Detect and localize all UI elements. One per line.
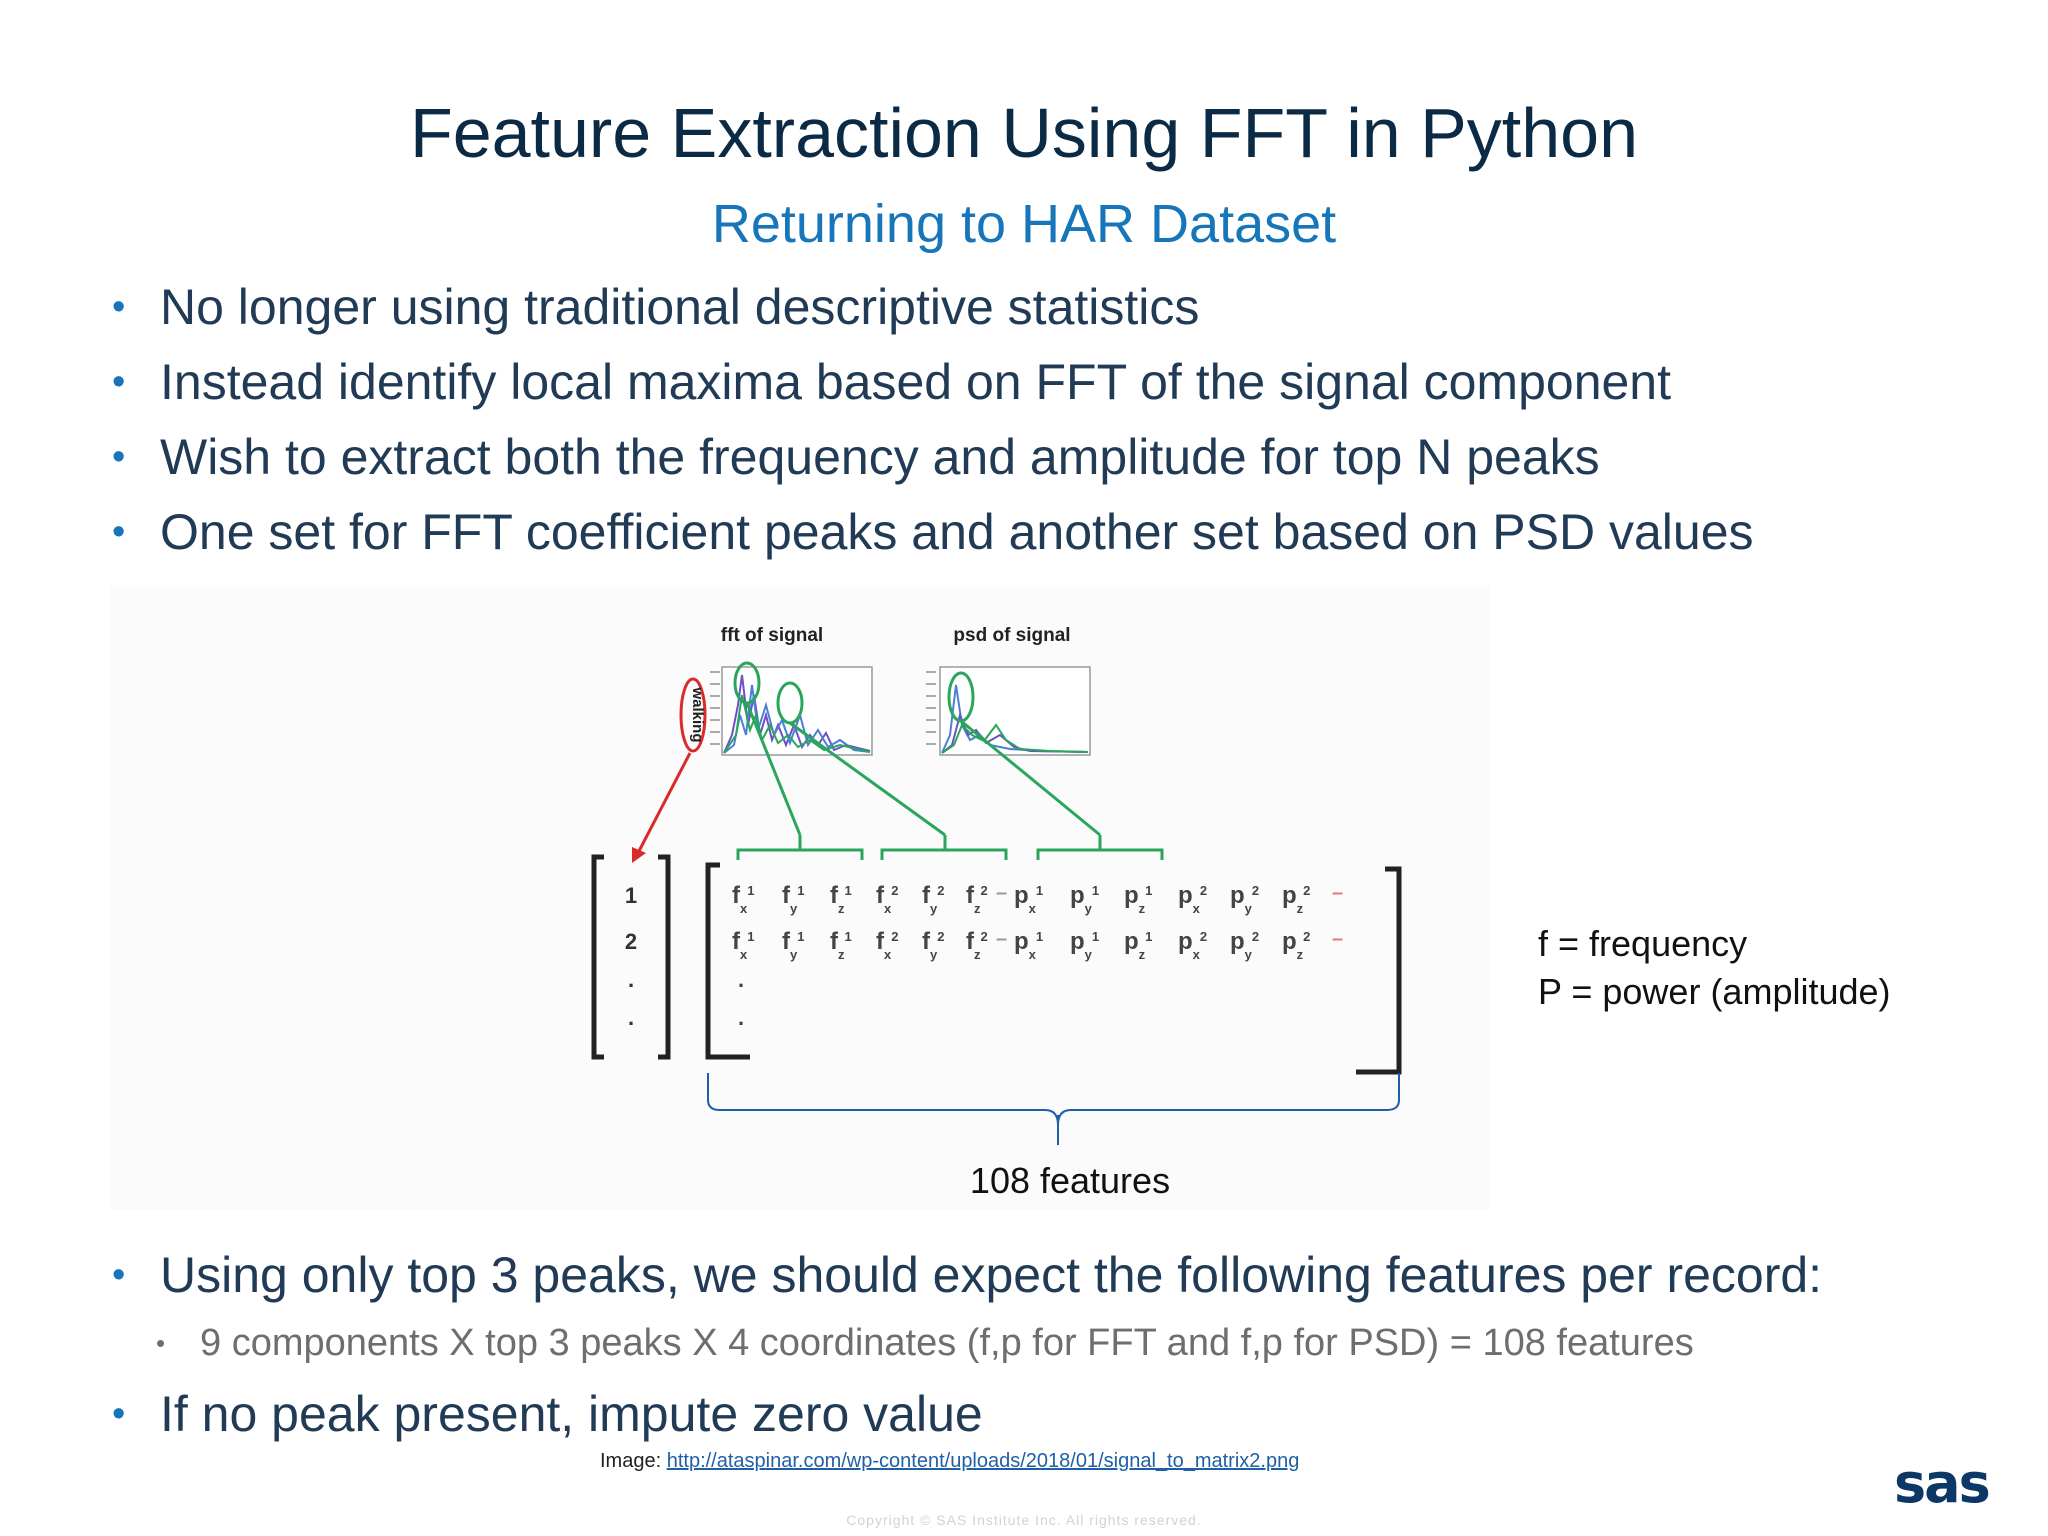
matrix-bracket-left <box>705 862 750 1060</box>
psd-peak-bracket <box>1036 848 1164 860</box>
matrix-ellipsis: . <box>738 967 744 992</box>
svg-text:fx1: fx1 <box>732 928 754 962</box>
svg-text:pz1: pz1 <box>1124 882 1152 916</box>
bullet-dot-icon: • <box>112 286 126 328</box>
bullet-dot-icon: • <box>112 361 126 403</box>
svg-text:px2: px2 <box>1178 928 1207 962</box>
fft-plot-frame <box>721 666 873 756</box>
legend-frequency: f = frequency <box>1538 923 1748 964</box>
svg-text:fy2: fy2 <box>922 928 944 962</box>
svg-text:–: – <box>996 882 1007 904</box>
psd-peak-connector <box>960 719 1101 837</box>
slide-subtitle: Returning to HAR Dataset <box>711 194 1337 254</box>
features-count-label: 108 features <box>969 1160 1171 1201</box>
row-label: 1 <box>625 883 637 908</box>
svg-text:fz1: fz1 <box>830 882 852 916</box>
svg-text:fy2: fy2 <box>922 882 944 916</box>
svg-text:fz1: fz1 <box>830 928 852 962</box>
bullet-dot-icon: • <box>112 1393 126 1435</box>
bullet-dot-icon: • <box>112 511 126 553</box>
bullet-text: No longer using traditional descriptive … <box>160 279 1200 335</box>
slide-title: Feature Extraction Using FFT in Python <box>409 94 1639 172</box>
bullet-text: If no peak present, impute zero value <box>160 1386 983 1442</box>
bullet-text: Using only top 3 peaks, we should expect… <box>160 1247 1823 1303</box>
bullet-text: Instead identify local maxima based on F… <box>160 354 1672 410</box>
bullet-list-bottom: • Using only top 3 peaks, we should expec… <box>112 1238 1992 1452</box>
svg-text:px1: px1 <box>1014 882 1043 916</box>
image-source-link[interactable]: http://ataspinar.com/wp-content/uploads/… <box>666 1450 1300 1472</box>
svg-text:fx2: fx2 <box>876 882 898 916</box>
svg-text:py1: py1 <box>1070 882 1099 916</box>
svg-text:py2: py2 <box>1230 928 1259 962</box>
fft-plot-ticks <box>710 671 720 745</box>
figure-legend: f = frequency P = power (amplitude) <box>1538 920 1891 1016</box>
svg-text:pz2: pz2 <box>1282 928 1310 962</box>
image-credit: Image: http://ataspinar.com/wp-content/u… <box>600 1450 1299 1473</box>
features-brace <box>707 1073 1400 1126</box>
activity-arrow-head-icon <box>632 847 646 863</box>
matrix-bracket-right <box>1356 866 1402 1075</box>
signal-to-matrix-figure: fft of signal psd of signal <box>110 585 1490 1210</box>
image-credit-prefix: Image: <box>600 1450 667 1472</box>
bullet-item: • No longer using traditional descriptive… <box>112 270 1992 345</box>
svg-text:py2: py2 <box>1230 882 1259 916</box>
figure-drawing: fft of signal psd of signal <box>591 625 1402 1145</box>
sas-logo-text: sas <box>1894 1452 1991 1515</box>
row-label: . <box>628 967 634 992</box>
svg-text:fx2: fx2 <box>876 928 898 962</box>
svg-text:fz2: fz2 <box>966 928 988 962</box>
bullet-item: • Using only top 3 peaks, we should expec… <box>112 1238 1992 1313</box>
svg-text:–: – <box>996 928 1007 950</box>
svg-text:pz1: pz1 <box>1124 928 1152 962</box>
psd-plot-ticks <box>926 671 936 745</box>
svg-text:fy1: fy1 <box>782 928 804 962</box>
bullet-item: • If no peak present, impute zero value <box>112 1377 1992 1452</box>
legend-power: P = power (amplitude) <box>1538 971 1891 1012</box>
fft-signal-x <box>723 674 871 754</box>
fft-peak1-connector <box>745 702 802 836</box>
svg-text:fx1: fx1 <box>732 882 754 916</box>
bullet-list-top: • No longer using traditional descriptive… <box>112 270 1992 570</box>
psd-plot-frame <box>939 666 1091 756</box>
sub-bullet-dot-icon: • <box>156 1328 166 1358</box>
matrix-row-2: fx1 fy1 fz1 fx2 fy2 fz2 – px1 py1 pz1 px… <box>732 928 1343 962</box>
fft-plot-title: fft of signal <box>721 625 823 646</box>
svg-text:–: – <box>1332 882 1343 904</box>
bullet-dot-icon: • <box>112 436 126 478</box>
label-vector-bracket-right <box>658 854 671 1060</box>
matrix-row-1: fx1 fy1 fz1 fx2 fy2 fz2 – px1 py1 pz1 px… <box>732 882 1343 916</box>
bullet-item: • One set for FFT coefficient peaks and a… <box>112 495 1992 570</box>
fft-peak2-bracket <box>880 848 1008 860</box>
bullet-text: Wish to extract both the frequency and a… <box>160 429 1600 485</box>
row-label: . <box>628 1005 634 1030</box>
svg-text:fy1: fy1 <box>782 882 804 916</box>
row-label: 2 <box>625 929 637 954</box>
fft-peak2-connector <box>789 721 946 837</box>
bullet-text: One set for FFT coefficient peaks and an… <box>160 504 1754 560</box>
sub-bullet-text: 9 components X top 3 peaks X 4 coordinat… <box>200 1322 1694 1364</box>
fft-peak1-bracket <box>736 848 864 860</box>
psd-signal-z <box>941 723 1089 754</box>
matrix-ellipsis: . <box>738 1005 744 1030</box>
svg-text:fz2: fz2 <box>966 882 988 916</box>
activity-label: walking <box>689 686 706 742</box>
copyright-footer: Copyright © SAS Institute Inc. All right… <box>846 1512 1202 1528</box>
svg-text:–: – <box>1332 928 1343 950</box>
bullet-dot-icon: • <box>112 1254 126 1296</box>
svg-text:px1: px1 <box>1014 928 1043 962</box>
sas-logo: sas <box>1894 1452 1991 1515</box>
sub-bullet-item: • 9 components X top 3 peaks X 4 coordina… <box>112 1313 1992 1373</box>
activity-arrow-line <box>636 752 692 854</box>
bullet-item: • Instead identify local maxima based on … <box>112 345 1992 420</box>
psd-plot-title: psd of signal <box>953 625 1070 646</box>
bullet-item: • Wish to extract both the frequency and … <box>112 420 1992 495</box>
label-vector-bracket-left <box>591 854 604 1060</box>
activity-label-marker <box>679 677 707 753</box>
svg-text:px2: px2 <box>1178 882 1207 916</box>
svg-text:py1: py1 <box>1070 928 1099 962</box>
svg-text:pz2: pz2 <box>1282 882 1310 916</box>
